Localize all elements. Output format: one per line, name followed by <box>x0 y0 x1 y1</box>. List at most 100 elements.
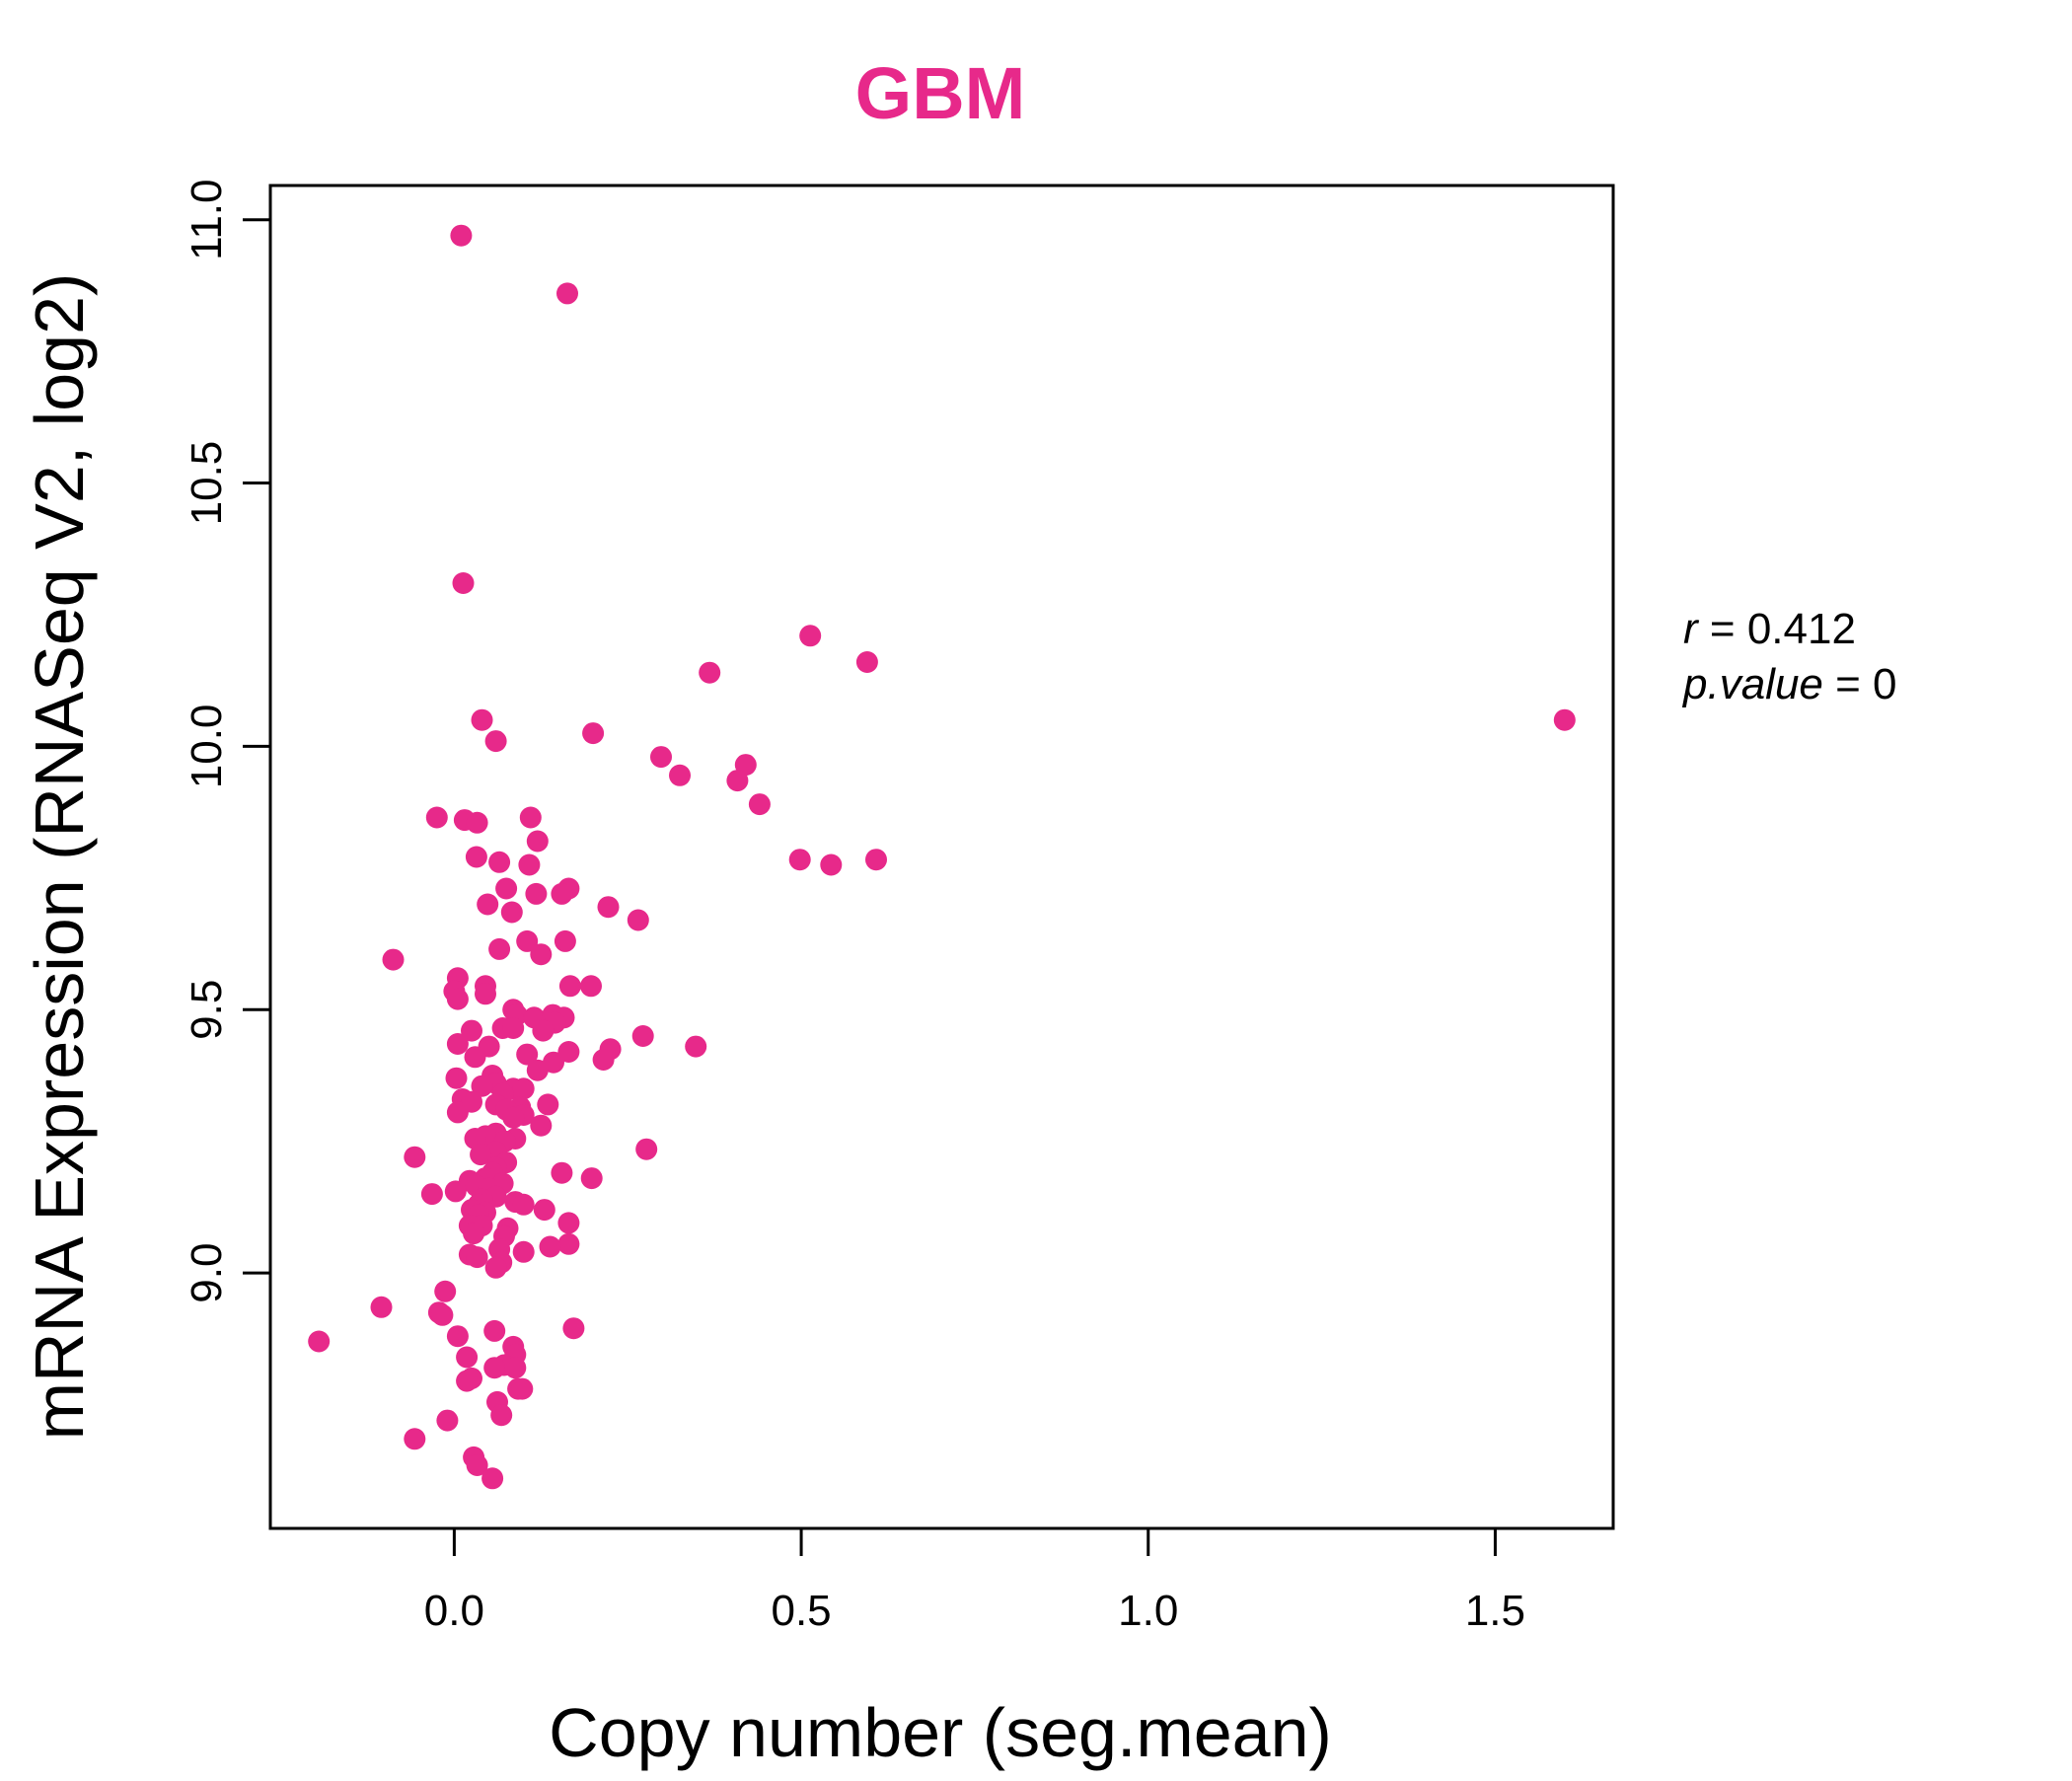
data-point <box>483 1357 506 1379</box>
data-point <box>685 1035 707 1058</box>
data-point <box>551 882 573 905</box>
data-point <box>631 1025 654 1047</box>
r-value: 0.412 <box>1747 605 1856 653</box>
data-point <box>516 929 539 952</box>
pvalue-annotation: p.value = 0 <box>1681 660 1897 708</box>
data-point <box>582 722 605 745</box>
data-point <box>551 1161 573 1184</box>
data-point <box>512 1077 535 1100</box>
data-point <box>512 1240 535 1263</box>
data-point <box>855 651 878 673</box>
data-point <box>699 661 721 684</box>
data-point <box>635 1138 658 1160</box>
data-point <box>404 1146 426 1168</box>
r-equals: = <box>1710 605 1747 653</box>
data-point <box>519 806 542 829</box>
r-label: r <box>1683 605 1700 653</box>
data-point <box>530 1114 553 1137</box>
data-point <box>592 1049 615 1071</box>
data-point <box>525 882 548 905</box>
data-point <box>500 901 523 924</box>
data-point <box>470 1144 492 1166</box>
data-point <box>452 572 475 594</box>
x-tick-label: 0.5 <box>771 1587 831 1635</box>
data-point <box>558 975 581 998</box>
data-point <box>726 770 749 792</box>
data-point <box>466 1246 488 1269</box>
data-point <box>488 937 511 960</box>
data-point <box>445 1067 468 1089</box>
data-point <box>431 1303 454 1326</box>
data-point <box>404 1428 426 1450</box>
data-point <box>465 846 487 868</box>
x-axis: 0.0 0.5 1.0 1.5 <box>424 1526 1525 1635</box>
data-point <box>436 1409 459 1432</box>
data-point <box>557 1212 580 1234</box>
data-point <box>484 1256 507 1279</box>
data-point <box>463 1223 485 1245</box>
data-point <box>446 1033 469 1055</box>
p-value: 0 <box>1873 660 1896 708</box>
data-point <box>748 793 771 816</box>
data-point <box>556 282 578 305</box>
data-point <box>530 943 553 966</box>
correlation-annotation: r = 0.412 <box>1683 605 1856 653</box>
x-tick-label: 1.5 <box>1465 1587 1525 1635</box>
data-point <box>516 1043 539 1066</box>
data-point <box>382 948 405 971</box>
data-point <box>502 1017 525 1039</box>
data-point <box>562 1317 585 1340</box>
data-point <box>502 1106 525 1129</box>
data-point <box>370 1296 393 1318</box>
data-point <box>526 830 549 853</box>
data-point <box>557 1041 580 1063</box>
data-point <box>820 853 843 876</box>
x-tick-label: 1.0 <box>1118 1587 1178 1635</box>
data-point <box>490 1404 513 1427</box>
data-point <box>477 893 499 916</box>
x-tick-label: 0.0 <box>424 1587 484 1635</box>
points-layer <box>308 224 1576 1490</box>
data-point <box>481 1467 504 1490</box>
data-point <box>557 1232 580 1255</box>
data-point <box>446 1325 469 1348</box>
data-point <box>420 1183 443 1206</box>
data-point <box>483 1319 506 1342</box>
chart-title: GBM <box>855 52 1026 134</box>
data-point <box>450 224 473 247</box>
data-point <box>799 625 822 647</box>
data-point <box>446 1101 469 1124</box>
data-point <box>511 1377 534 1400</box>
y-tick-label: 9.0 <box>183 1243 231 1303</box>
data-point <box>446 988 469 1010</box>
data-point <box>456 1346 479 1369</box>
data-point <box>865 849 887 871</box>
data-point <box>788 849 811 871</box>
data-point <box>425 806 448 829</box>
y-tick-label: 10.5 <box>183 441 231 526</box>
y-tick-label: 10.0 <box>183 705 231 789</box>
data-point <box>532 1019 555 1042</box>
p-label: p.value <box>1681 660 1823 708</box>
data-point <box>537 1093 559 1116</box>
data-point <box>627 909 649 931</box>
data-point <box>471 1075 493 1097</box>
data-point <box>444 1180 467 1203</box>
data-point <box>471 708 493 731</box>
data-point <box>539 1235 561 1258</box>
data-point <box>597 896 620 919</box>
y-tick-label: 9.5 <box>183 980 231 1040</box>
data-point <box>495 877 518 900</box>
data-point <box>580 975 602 998</box>
data-point <box>461 1019 482 1042</box>
data-point <box>554 929 576 952</box>
y-axis: 9.0 9.5 10.0 10.5 11.0 <box>183 180 272 1303</box>
y-tick-label: 11.0 <box>183 180 231 260</box>
data-point <box>466 1454 488 1476</box>
data-point <box>308 1330 331 1353</box>
data-point <box>488 851 511 873</box>
data-point <box>504 1357 527 1379</box>
